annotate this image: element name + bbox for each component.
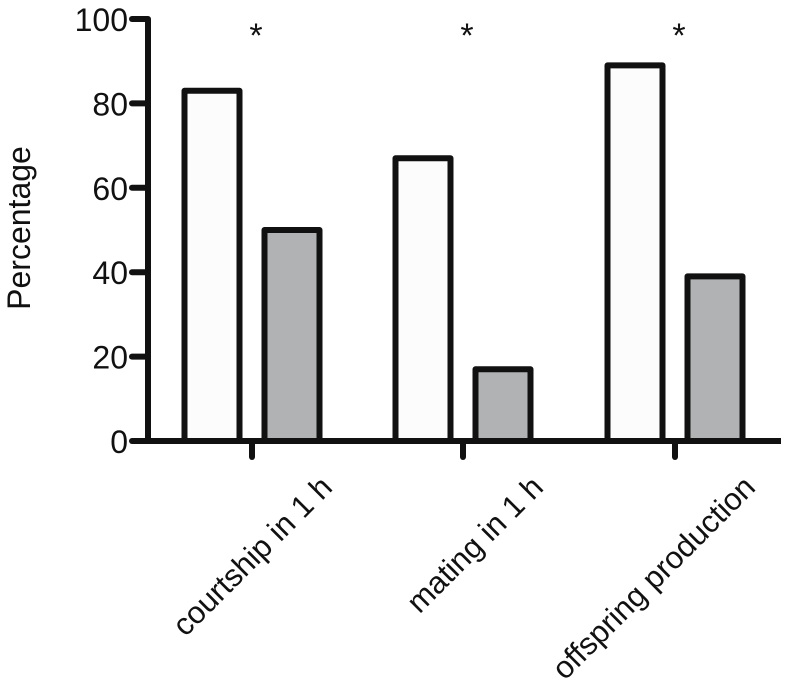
- significance-star: *: [672, 17, 685, 55]
- bar-white-1: [392, 155, 454, 444]
- bar-white-0: [181, 87, 243, 445]
- y-tick-label: 60: [92, 171, 128, 207]
- y-axis-label: Percentage: [1, 146, 37, 310]
- y-tick-label: 100: [75, 2, 128, 38]
- y-tick-label: 20: [92, 340, 128, 376]
- significance-star: *: [249, 17, 262, 55]
- x-category-label: offspring production: [545, 469, 762, 686]
- bar-gray-0: [261, 227, 323, 444]
- y-tick-label: 40: [92, 255, 128, 291]
- y-tick-label: 0: [110, 424, 128, 460]
- y-tick-label: 80: [92, 86, 128, 122]
- significance-star: *: [460, 17, 473, 55]
- bar-gray-1: [472, 366, 534, 445]
- bar-white-2: [604, 62, 666, 444]
- x-category-label: mating in 1 h: [400, 469, 550, 619]
- x-category-label: courtship in 1 h: [166, 469, 339, 642]
- bar-gray-2: [684, 273, 746, 445]
